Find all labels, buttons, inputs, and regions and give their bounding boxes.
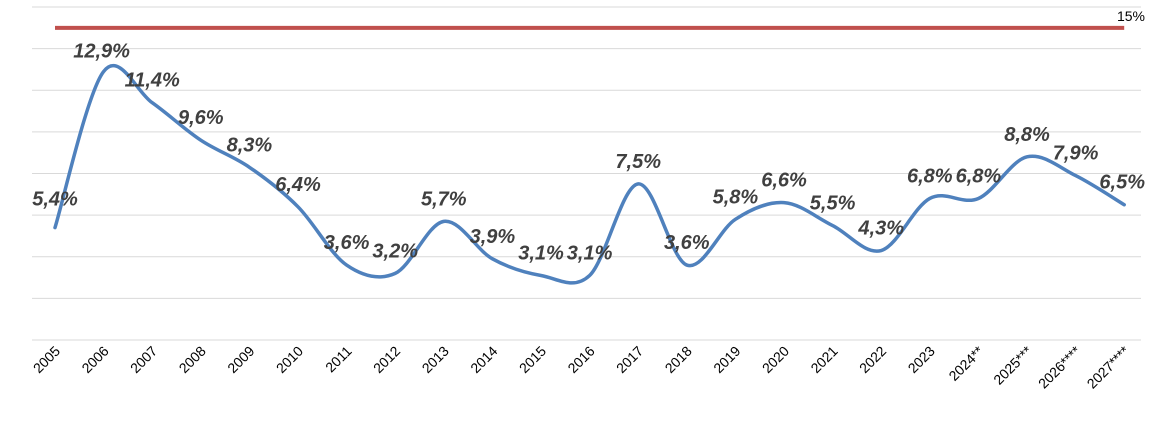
data-label: 5,5% bbox=[810, 193, 856, 215]
x-tick-label: 2008 bbox=[176, 343, 209, 376]
x-tick-label: 2016 bbox=[564, 343, 597, 376]
x-tick-label: 2005 bbox=[30, 343, 63, 376]
x-tick-label: 2023 bbox=[905, 343, 938, 376]
data-label: 11,4% bbox=[125, 70, 180, 92]
data-label: 4,3% bbox=[857, 218, 904, 240]
x-tick-label: 2024** bbox=[945, 342, 986, 383]
data-label: 12,9% bbox=[73, 41, 130, 63]
data-label: 3,1% bbox=[567, 242, 613, 264]
data-label: 3,6% bbox=[324, 232, 370, 254]
x-axis-ticks: 2005 2006 2007 2008 2009 2010 2011 2012 2013 2014… bbox=[30, 342, 1133, 391]
series-group bbox=[53, 63, 1126, 285]
data-label: 3,2% bbox=[372, 240, 418, 262]
x-tick-label: 2015 bbox=[516, 343, 549, 376]
data-label: 6,8% bbox=[956, 165, 1002, 187]
data-label: 8,3% bbox=[227, 134, 273, 156]
x-tick-label: 2010 bbox=[273, 343, 306, 376]
data-label: 8,8% bbox=[1004, 124, 1050, 146]
data-label: 6,5% bbox=[1099, 172, 1145, 194]
data-label: 3,6% bbox=[664, 232, 710, 254]
data-label: 9,6% bbox=[178, 107, 224, 129]
data-label: 7,5% bbox=[615, 151, 661, 173]
x-tick-label: 2019 bbox=[710, 343, 743, 376]
x-tick-label: 2027**** bbox=[1084, 342, 1133, 391]
data-label: 6,8% bbox=[907, 165, 953, 187]
x-tick-label: 2009 bbox=[224, 343, 257, 376]
data-label: 5,4% bbox=[32, 189, 78, 211]
data-label: 6,6% bbox=[761, 170, 807, 192]
data-label: 6,4% bbox=[275, 174, 321, 196]
gridlines bbox=[32, 6, 1141, 341]
x-tick-label: 2017 bbox=[613, 343, 646, 376]
x-tick-label: 2006 bbox=[78, 343, 111, 376]
x-tick-label: 2021 bbox=[807, 343, 840, 376]
x-tick-label: 2018 bbox=[662, 343, 695, 376]
data-label: 5,8% bbox=[713, 186, 759, 208]
data-label: 3,9% bbox=[470, 226, 516, 248]
x-tick-label: 2022 bbox=[856, 343, 889, 376]
data-labels: 5,4%12,9%11,4%9,6%8,3%6,4%3,6% 3,2%5,7%3,… bbox=[32, 41, 1145, 265]
x-tick-label: 2011 bbox=[322, 343, 355, 376]
x-tick-label: 2007 bbox=[127, 343, 160, 376]
data-label: 3,1% bbox=[518, 242, 564, 264]
series-line bbox=[53, 63, 1126, 285]
x-tick-label: 2013 bbox=[419, 343, 452, 376]
x-tick-label: 2014 bbox=[467, 343, 500, 376]
x-tick-label: 2025*** bbox=[990, 342, 1035, 387]
x-tick-label: 2012 bbox=[370, 343, 403, 376]
data-label: 5,7% bbox=[421, 188, 467, 210]
x-tick-label: 2026**** bbox=[1035, 342, 1084, 391]
x-tick-label: 2020 bbox=[759, 343, 792, 376]
reference-line-label: 15% bbox=[1117, 8, 1145, 24]
reference-line-group: 15% bbox=[55, 8, 1145, 30]
data-label: 7,9% bbox=[1053, 143, 1099, 165]
